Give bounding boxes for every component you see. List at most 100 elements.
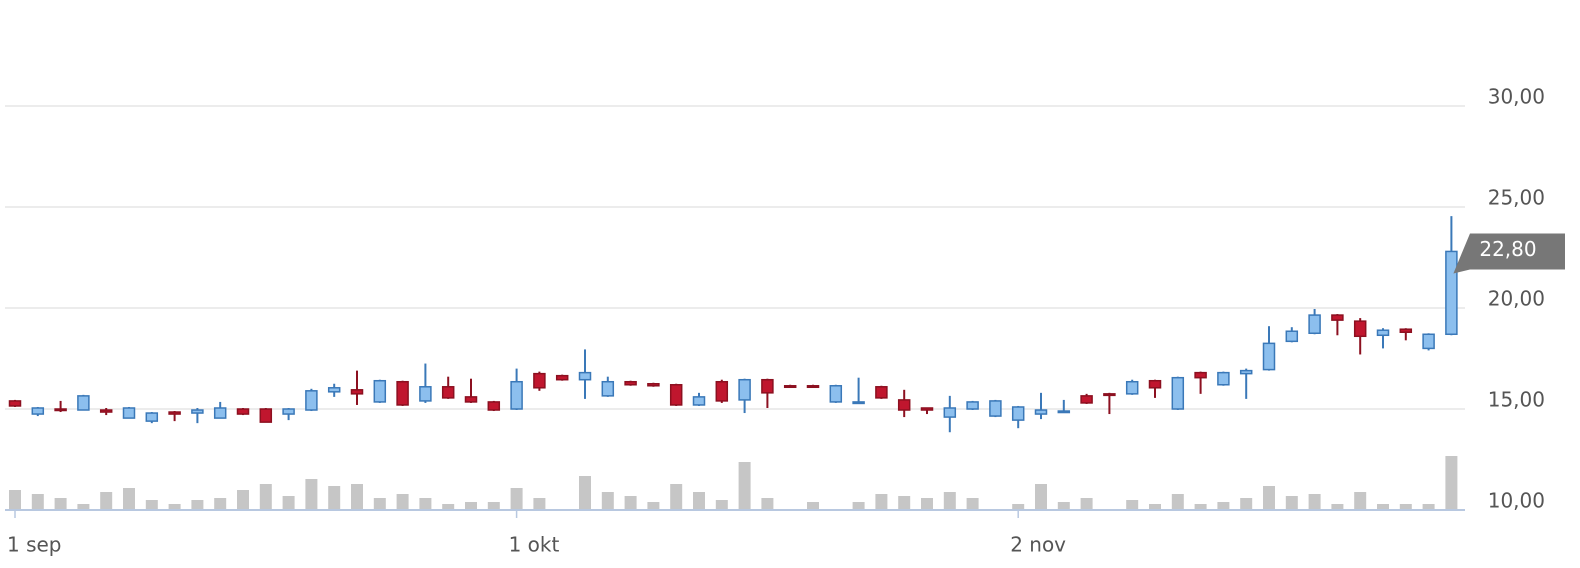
y-tick-label: 25,00 bbox=[1488, 186, 1545, 210]
x-tick-label: 1 okt bbox=[509, 533, 560, 557]
candle-body bbox=[191, 409, 204, 414]
volume-bar bbox=[533, 498, 546, 510]
volume-bar bbox=[693, 492, 705, 510]
candle-body bbox=[692, 396, 706, 406]
volume-bar bbox=[1377, 504, 1389, 510]
candle-body bbox=[829, 385, 843, 403]
candle-body bbox=[99, 409, 113, 413]
candle-body bbox=[1080, 395, 1093, 404]
candle-body bbox=[1399, 328, 1413, 333]
volume-bar bbox=[1445, 456, 1458, 510]
candle-body bbox=[419, 386, 432, 402]
candle-body bbox=[1125, 380, 1139, 395]
candle-body bbox=[1194, 371, 1207, 379]
volume-bar bbox=[214, 498, 227, 510]
volume-bar bbox=[328, 486, 341, 510]
candle-body bbox=[464, 396, 478, 403]
candle-body bbox=[282, 408, 295, 415]
volume-bar bbox=[898, 496, 911, 510]
volume-bar bbox=[1149, 504, 1161, 510]
volume-bar bbox=[351, 484, 363, 510]
volume-bar bbox=[624, 496, 637, 510]
candle-body bbox=[327, 387, 341, 393]
candle-body bbox=[852, 401, 865, 405]
candle-body bbox=[920, 407, 934, 411]
candle-body bbox=[510, 380, 523, 410]
candle-body bbox=[145, 412, 159, 422]
volume-bar bbox=[1057, 502, 1070, 510]
candle-body bbox=[1445, 250, 1458, 336]
candle-body bbox=[1011, 406, 1025, 421]
candle-body bbox=[1353, 320, 1367, 338]
candle-body bbox=[77, 395, 90, 411]
candle-body bbox=[1217, 371, 1230, 386]
candle-body bbox=[966, 401, 979, 410]
candle-body bbox=[168, 411, 181, 415]
candle-body bbox=[1376, 329, 1390, 337]
candle-body bbox=[213, 407, 227, 419]
volume-bar bbox=[852, 502, 865, 510]
volume-bar bbox=[77, 504, 90, 510]
volume-bar bbox=[601, 492, 614, 510]
x-tick-label: 1 sep bbox=[7, 533, 62, 557]
candle-body bbox=[1171, 376, 1185, 410]
volume-bar bbox=[1422, 504, 1435, 510]
candle-body bbox=[1239, 369, 1253, 375]
volume-bar bbox=[191, 500, 204, 510]
last-price-label: 22,80 bbox=[1479, 237, 1536, 261]
volume-bar bbox=[1217, 502, 1230, 510]
volume-bar bbox=[1399, 504, 1412, 510]
candle-body bbox=[350, 389, 364, 395]
volume-bar bbox=[1263, 486, 1275, 510]
candle-body bbox=[31, 407, 45, 415]
candle-body bbox=[122, 407, 136, 419]
candle-body bbox=[305, 390, 318, 411]
volume-bar bbox=[168, 504, 181, 510]
candle-body bbox=[647, 383, 660, 387]
volume-bar bbox=[282, 496, 295, 510]
volume-bar bbox=[966, 498, 979, 510]
candle-body bbox=[236, 408, 250, 415]
candle-body bbox=[1285, 330, 1299, 343]
candle-body bbox=[8, 400, 22, 407]
volume-bar bbox=[487, 502, 500, 510]
volume-bar bbox=[1331, 504, 1344, 510]
volume-bar bbox=[237, 490, 249, 510]
volume-bar bbox=[738, 462, 751, 510]
candle-body bbox=[1331, 314, 1344, 321]
candle-body bbox=[259, 408, 273, 423]
x-tick-label: 2 nov bbox=[1010, 533, 1066, 557]
candle-body bbox=[54, 408, 67, 412]
candle-body bbox=[1103, 393, 1116, 397]
candle-body bbox=[396, 380, 409, 406]
y-tick-label: 15,00 bbox=[1488, 388, 1545, 412]
candle-body bbox=[533, 372, 546, 389]
volume-bar bbox=[715, 500, 728, 510]
volume-bar bbox=[807, 502, 819, 510]
volume-bar bbox=[1126, 500, 1139, 510]
candle-body bbox=[1308, 314, 1321, 335]
candle-body bbox=[1034, 409, 1048, 415]
candle-body bbox=[897, 399, 911, 411]
volume-bar bbox=[1171, 494, 1184, 510]
volume-bar bbox=[1012, 504, 1025, 510]
candle-body bbox=[1262, 342, 1276, 371]
volume-bar bbox=[875, 494, 888, 510]
candle-body bbox=[1057, 410, 1071, 414]
volume-bar bbox=[419, 498, 432, 510]
candle-body bbox=[441, 386, 455, 399]
volume-bar bbox=[1035, 484, 1047, 510]
candle-body bbox=[761, 378, 774, 394]
candle-body bbox=[669, 384, 683, 406]
volume-bar bbox=[1240, 498, 1253, 510]
volume-bar bbox=[921, 498, 933, 510]
volume-bar bbox=[647, 502, 660, 510]
candle-body bbox=[1422, 333, 1435, 350]
volume-bar bbox=[305, 479, 318, 510]
y-tick-label: 10,00 bbox=[1488, 489, 1545, 513]
volume-bar bbox=[579, 476, 591, 510]
y-tick-label: 20,00 bbox=[1488, 287, 1545, 311]
candle-body bbox=[783, 385, 797, 389]
